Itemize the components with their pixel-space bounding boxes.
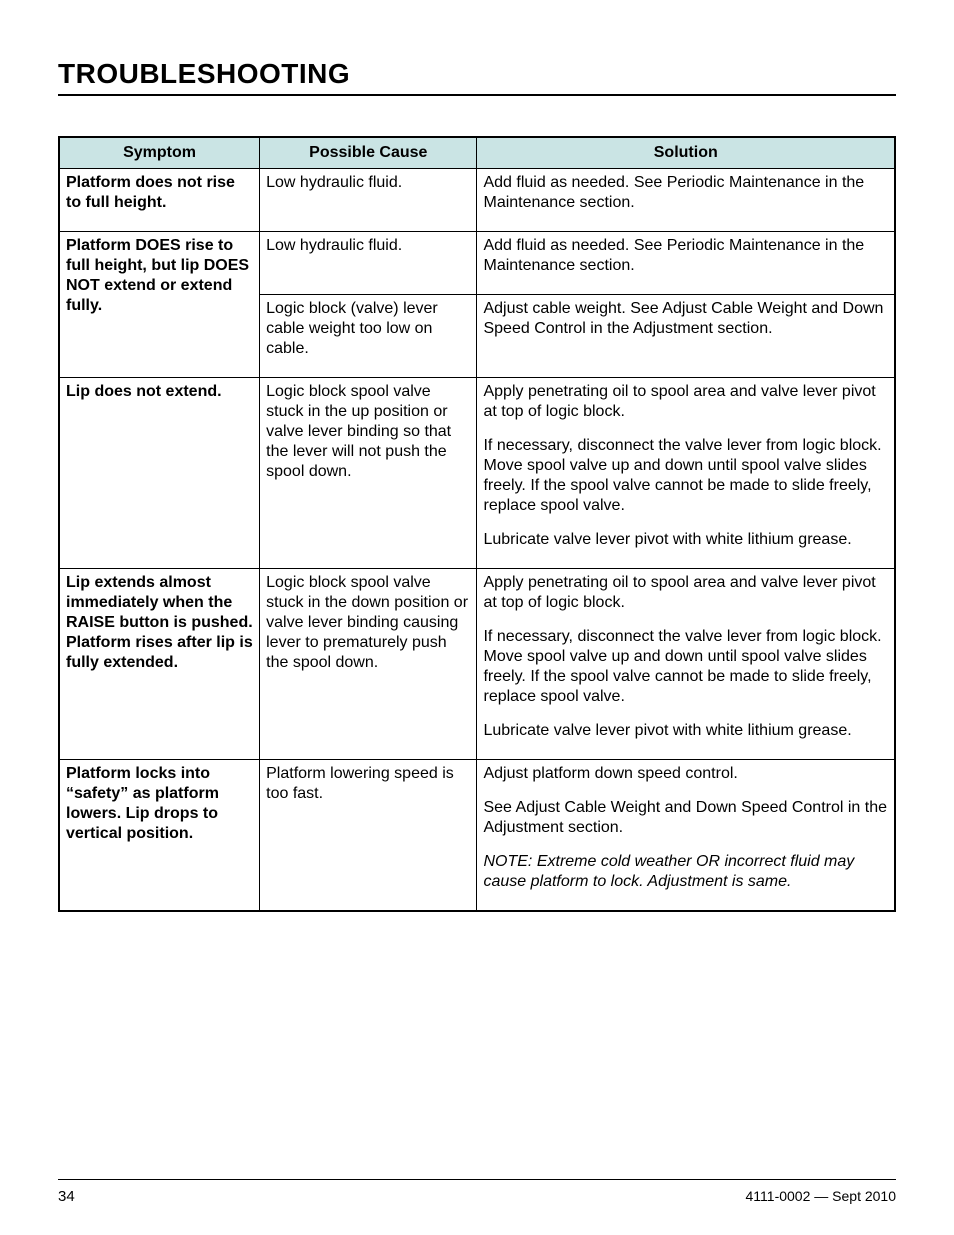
cell-cause: Logic block (valve) lever cable weight t… (260, 295, 477, 378)
col-solution: Solution (477, 137, 895, 169)
cell-solution: Apply penetrating oil to spool area and … (477, 569, 895, 760)
table-row: Platform DOES rise to full height, but l… (59, 232, 895, 295)
cell-symptom: Platform locks into “safety” as platform… (59, 760, 260, 912)
solution-paragraph: Add fluid as needed. See Periodic Mainte… (483, 173, 888, 213)
cell-solution: Adjust platform down speed control. See A… (477, 760, 895, 912)
page-number: 34 (58, 1188, 75, 1205)
cell-symptom: Lip does not extend. (59, 378, 260, 569)
cell-cause: Low hydraulic fluid. (260, 169, 477, 232)
cell-solution: Add fluid as needed. See Periodic Mainte… (477, 232, 895, 295)
doc-id: 4111-0002 — Sept 2010 (746, 1188, 897, 1205)
cell-symptom: Lip extends almost immediately when the … (59, 569, 260, 760)
page-title: TROUBLESHOOTING (58, 58, 896, 96)
table-row: Lip extends almost immediately when the … (59, 569, 895, 760)
cell-symptom: Platform does not rise to full height. (59, 169, 260, 232)
solution-paragraph: See Adjust Cable Weight and Down Speed C… (483, 798, 888, 838)
cell-cause: Platform lowering speed is too fast. (260, 760, 477, 912)
solution-paragraph: Apply penetrating oil to spool area and … (483, 382, 888, 422)
col-cause: Possible Cause (260, 137, 477, 169)
solution-paragraph: NOTE: Extreme cold weather OR incorrect … (483, 852, 888, 892)
solution-paragraph: If necessary, disconnect the valve lever… (483, 436, 888, 516)
cell-solution: Adjust cable weight. See Adjust Cable We… (477, 295, 895, 378)
table-row: Platform does not rise to full height.Lo… (59, 169, 895, 232)
table-body: Platform does not rise to full height.Lo… (59, 169, 895, 912)
solution-paragraph: Adjust cable weight. See Adjust Cable We… (483, 299, 888, 339)
table-row: Lip does not extend.Logic block spool va… (59, 378, 895, 569)
solution-paragraph: Adjust platform down speed control. (483, 764, 888, 784)
troubleshooting-table: Symptom Possible Cause Solution Platform… (58, 136, 896, 912)
cell-symptom: Platform DOES rise to full height, but l… (59, 232, 260, 378)
table-header-row: Symptom Possible Cause Solution (59, 137, 895, 169)
solution-paragraph: Apply penetrating oil to spool area and … (483, 573, 888, 613)
cell-solution: Add fluid as needed. See Periodic Mainte… (477, 169, 895, 232)
cell-solution: Apply penetrating oil to spool area and … (477, 378, 895, 569)
solution-paragraph: If necessary, disconnect the valve lever… (483, 627, 888, 707)
solution-paragraph: Lubricate valve lever pivot with white l… (483, 530, 888, 550)
cell-cause: Logic block spool valve stuck in the dow… (260, 569, 477, 760)
cell-cause: Low hydraulic fluid. (260, 232, 477, 295)
table-row: Platform locks into “safety” as platform… (59, 760, 895, 912)
document-page: TROUBLESHOOTING Symptom Possible Cause S… (0, 0, 954, 1235)
solution-paragraph: Lubricate valve lever pivot with white l… (483, 721, 888, 741)
page-footer: 34 4111-0002 — Sept 2010 (58, 1179, 896, 1205)
solution-paragraph: Add fluid as needed. See Periodic Mainte… (483, 236, 888, 276)
cell-cause: Logic block spool valve stuck in the up … (260, 378, 477, 569)
col-symptom: Symptom (59, 137, 260, 169)
